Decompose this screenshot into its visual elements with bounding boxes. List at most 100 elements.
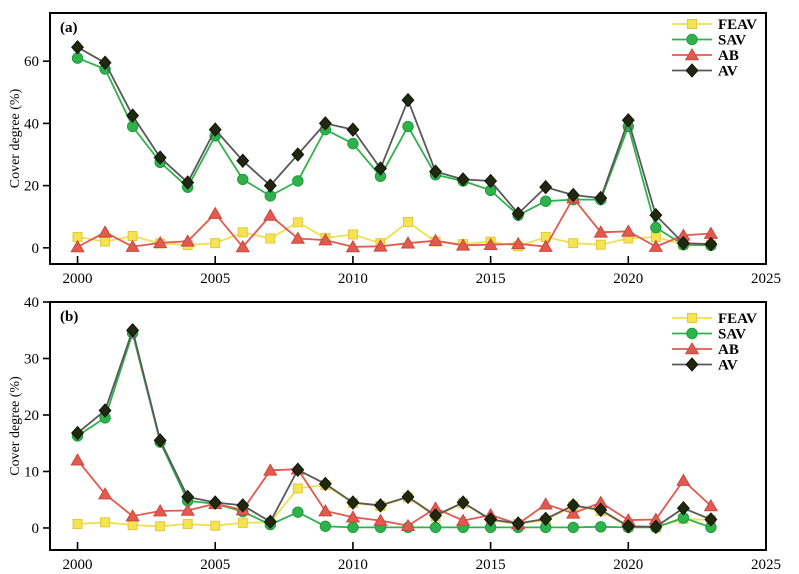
square-marker [265, 233, 276, 244]
circle-marker [319, 520, 332, 532]
y-axis-title: Cover degree (%) [8, 376, 23, 476]
diamond-marker [594, 190, 608, 206]
square-marker [237, 227, 248, 238]
legend-label-FEAV: FEAV [718, 17, 757, 33]
diamond-marker [373, 161, 387, 176]
legend-label-AB: AB [718, 342, 739, 358]
triangle-marker [593, 225, 608, 238]
diamond-marker [318, 476, 332, 492]
triangle-marker [703, 498, 719, 512]
circle-marker [292, 175, 304, 187]
triangle-marker [318, 504, 333, 517]
square-marker [687, 313, 697, 323]
diamond-marker [484, 512, 498, 527]
diamond-marker [401, 489, 415, 505]
diamond-marker [98, 55, 112, 71]
y-tick-label: 20 [24, 408, 39, 424]
square-marker [347, 229, 358, 240]
y-tick-label: 20 [24, 179, 39, 195]
x-tick-label: 2015 [476, 557, 506, 573]
x-tick-label: 2005 [200, 557, 230, 573]
plot-frame [49, 12, 767, 265]
square-marker [127, 231, 138, 242]
triangle-marker [125, 239, 140, 252]
triangle-marker [621, 224, 636, 237]
diamond-marker [456, 172, 470, 187]
triangle-marker [70, 453, 85, 466]
triangle-marker [263, 208, 278, 221]
square-marker [568, 238, 579, 249]
diamond-marker [236, 153, 250, 168]
square-marker [72, 519, 83, 530]
square-marker [403, 217, 413, 228]
square-marker [100, 517, 111, 528]
triangle-marker [180, 503, 195, 516]
x-tick-label: 2020 [613, 271, 643, 287]
x-tick-label: 2025 [751, 557, 781, 573]
x-tick-label: 2020 [613, 557, 643, 573]
diamond-marker [373, 498, 387, 513]
triangle-marker [345, 510, 361, 523]
diamond-marker [126, 322, 140, 338]
diamond-marker [429, 508, 443, 523]
diamond-marker [291, 147, 305, 162]
panel-letter: (a) [60, 20, 78, 36]
diamond-marker [153, 433, 167, 448]
triangle-marker [400, 236, 416, 249]
legend-label-FEAV: FEAV [718, 311, 757, 327]
y-axis-title: Cover degree (%) [8, 88, 23, 188]
square-marker [182, 519, 193, 530]
diamond-marker [346, 122, 360, 137]
triangle-marker [97, 487, 113, 500]
series-AB-line [77, 196, 711, 249]
y-tick-label: 60 [24, 54, 39, 70]
panel-a-chart: 0 20 40 60 2000 2005 2010 2015 2020 2025 Cover deg… [8, 12, 781, 287]
triangle-marker [235, 239, 250, 253]
diamond-marker [291, 462, 305, 478]
series-FEAV-line [77, 484, 711, 529]
diamond-marker [126, 108, 140, 123]
triangle-marker [538, 497, 553, 510]
circle-marker [686, 327, 698, 340]
series-AV-line [77, 46, 711, 245]
circle-marker [539, 195, 552, 207]
x-tick-label: 2010 [338, 271, 368, 287]
diamond-marker [704, 236, 718, 252]
series-SAV-line [77, 329, 712, 529]
triangle-marker [70, 239, 85, 253]
y-tick-label: 0 [32, 521, 40, 537]
diamond-marker [318, 116, 332, 131]
circle-marker [429, 521, 442, 534]
x-tick-label: 2010 [338, 557, 368, 573]
triangle-marker [684, 48, 700, 61]
triangle-marker [400, 518, 416, 532]
square-marker [237, 517, 248, 528]
x-tick-label: 2015 [476, 271, 506, 287]
triangle-marker [373, 239, 388, 252]
triangle-marker [208, 206, 223, 219]
diamond-marker [429, 164, 443, 179]
diamond-marker [594, 502, 608, 518]
square-marker [210, 238, 221, 249]
panel-letter: (b) [60, 309, 78, 325]
square-marker [292, 483, 303, 494]
legend-label-SAV: SAV [718, 33, 746, 49]
triangle-marker [676, 473, 691, 486]
triangle-marker [152, 504, 168, 517]
square-marker [292, 217, 303, 228]
triangle-marker [180, 234, 195, 247]
circle-marker [237, 173, 249, 186]
circle-marker [402, 120, 414, 133]
x-tick-label: 2000 [63, 271, 93, 287]
x-tick-label: 2025 [751, 271, 781, 287]
diamond-marker [263, 514, 277, 530]
legend-label-AV: AV [718, 64, 738, 80]
circle-marker [292, 506, 304, 518]
y-tick-label: 0 [32, 241, 40, 257]
x-tick-label: 2000 [63, 557, 93, 573]
triangle-marker [290, 231, 306, 244]
triangle-marker [152, 235, 168, 249]
circle-marker [567, 521, 579, 534]
triangle-marker [263, 463, 278, 476]
diamond-marker [621, 113, 635, 128]
